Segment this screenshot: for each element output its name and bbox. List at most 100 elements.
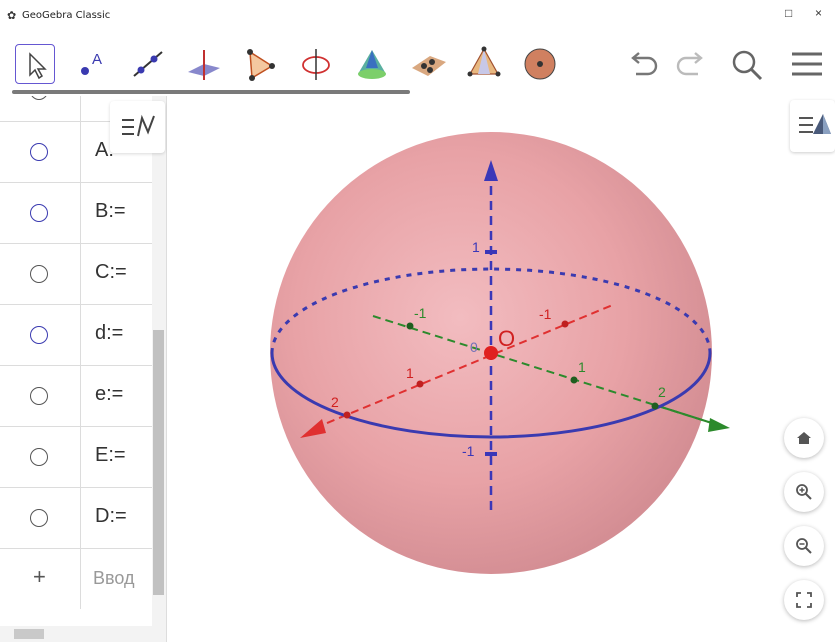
z-label-neg: -1	[462, 443, 475, 459]
visibility-toggle-icon[interactable]	[30, 204, 48, 222]
row-divider	[80, 365, 81, 426]
redo-button[interactable]	[674, 48, 708, 85]
object-name: E:=	[95, 444, 126, 466]
polygon-tool-button[interactable]	[240, 44, 280, 84]
object-name: e:=	[95, 383, 124, 405]
zoom-in-button[interactable]	[784, 472, 824, 512]
row-divider	[80, 426, 81, 487]
zoom-out-button[interactable]	[784, 526, 824, 566]
plane-points-icon	[412, 56, 446, 76]
undo-icon	[631, 52, 658, 76]
line-icon	[133, 51, 163, 77]
y-label-2: 2	[658, 384, 666, 400]
geogebra-logo-icon: ✿	[7, 10, 17, 22]
x-label-2: 2	[331, 394, 339, 410]
sphere-icon	[524, 48, 556, 80]
y-point-1	[570, 376, 578, 384]
fullscreen-icon	[796, 592, 812, 608]
cone-tool-button[interactable]	[352, 44, 392, 84]
visibility-toggle-icon[interactable]	[30, 96, 48, 100]
x-point-1	[416, 380, 424, 388]
fullscreen-button[interactable]	[784, 580, 824, 620]
point-tool-button[interactable]: A	[72, 44, 112, 84]
graphics-canvas[interactable]: O 0 1 -1 1 2 -1 -1 1 2	[167, 96, 835, 642]
row-divider	[80, 121, 81, 182]
close-button[interactable]: ×	[815, 6, 823, 20]
undo-button[interactable]	[626, 48, 660, 85]
circle-front-arc[interactable]	[270, 352, 712, 439]
search-icon	[732, 50, 763, 81]
algebra-row[interactable]: B:=	[0, 182, 152, 244]
x-axis-line	[314, 303, 616, 429]
z-tick-pos	[485, 250, 497, 254]
algebra-row[interactable]: E:=	[0, 426, 152, 488]
redo-icon	[676, 52, 703, 76]
toolbar: A	[0, 34, 835, 96]
perpendicular-plane-icon	[188, 50, 220, 80]
menu-button[interactable]	[790, 48, 824, 85]
pyramid-tool-button[interactable]	[464, 44, 504, 84]
minimize-button[interactable]: □	[785, 6, 793, 20]
visibility-toggle-icon[interactable]	[30, 143, 48, 161]
visibility-toggle-icon[interactable]	[30, 265, 48, 283]
row-divider	[80, 182, 81, 243]
cone-icon	[358, 50, 386, 79]
home-button[interactable]	[784, 418, 824, 458]
object-name: B:=	[95, 200, 126, 222]
plane-points-tool-button[interactable]	[408, 44, 448, 84]
algebra-input-row[interactable]: + Ввод	[0, 548, 152, 609]
point-icon: A	[81, 51, 102, 75]
polygon-icon	[247, 49, 275, 81]
row-divider	[80, 487, 81, 548]
x-axis-arrow-icon	[300, 419, 326, 438]
y-point-2	[651, 402, 659, 410]
title-bar: ✿ GeoGebra Classic □ ×	[0, 0, 835, 34]
x-point-2	[343, 411, 351, 419]
x-point-neg	[561, 320, 569, 328]
move-tool-button[interactable]	[15, 44, 55, 84]
row-divider	[80, 548, 81, 609]
visibility-toggle-icon[interactable]	[30, 448, 48, 466]
origin-label: O	[498, 326, 515, 351]
row-divider	[80, 96, 81, 121]
object-name: D:=	[95, 505, 127, 527]
line-tool-button[interactable]	[128, 44, 168, 84]
algebra-row[interactable]: D:=	[0, 487, 152, 549]
graphics-3d-view[interactable]: O 0 1 -1 1 2 -1 -1 1 2	[167, 96, 835, 642]
add-icon: +	[33, 564, 46, 589]
algebra-hscroll-thumb[interactable]	[14, 629, 44, 639]
algebra-row[interactable]: C:=	[0, 243, 152, 305]
circle-back-arc[interactable]	[270, 267, 712, 354]
svg-text:A: A	[92, 51, 102, 68]
x-label-1: 1	[406, 365, 414, 381]
sphere-tool-button[interactable]	[520, 44, 560, 84]
search-button[interactable]	[730, 48, 764, 87]
y-label-neg: -1	[414, 305, 427, 321]
z-axis-arrow-icon	[484, 160, 498, 181]
sort-icon	[121, 114, 155, 137]
algebra-row[interactable]: d:=	[0, 304, 152, 366]
algebra-row[interactable]: e:=	[0, 365, 152, 427]
object-name: 1	[95, 96, 106, 101]
home-icon	[797, 432, 811, 444]
algebra-sort-button[interactable]	[110, 101, 165, 153]
visibility-toggle-icon[interactable]	[30, 387, 48, 405]
visibility-toggle-icon[interactable]	[30, 509, 48, 527]
algebra-scroll-thumb[interactable]	[153, 330, 164, 595]
origin-point[interactable]	[484, 346, 498, 360]
circle-axis-icon	[302, 49, 330, 80]
y-label-1: 1	[578, 359, 586, 375]
perpendicular-tool-button[interactable]	[184, 44, 224, 84]
row-divider	[80, 304, 81, 365]
graphics-style-button[interactable]	[790, 100, 835, 152]
toolbar-scrollbar[interactable]	[12, 90, 410, 94]
algebra-input[interactable]: Ввод	[93, 568, 135, 588]
y-axis-line	[372, 315, 716, 425]
y-axis-arrow-icon	[708, 418, 730, 432]
zoom-out-icon	[796, 538, 812, 554]
rotate-circle-tool-button[interactable]	[296, 44, 336, 84]
visibility-toggle-icon[interactable]	[30, 326, 48, 344]
algebra-row[interactable]: 1	[0, 96, 152, 122]
style-bar-icon	[799, 114, 831, 134]
x-label-neg: -1	[539, 306, 552, 322]
